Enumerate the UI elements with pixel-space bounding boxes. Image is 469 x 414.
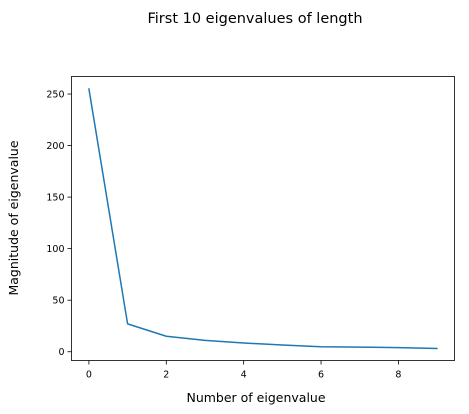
y-axis-label: Magnitude of eigenvalue [6,140,21,295]
x-tick-label: 2 [163,370,169,381]
y-tick-label: 200 [46,141,64,152]
x-axis: 0 2 4 6 8 [86,360,401,381]
x-tick-label: 0 [86,370,92,381]
x-tick-label: 8 [395,370,401,381]
y-tick-label: 100 [46,244,64,255]
series-line [88,88,438,350]
y-tick-label: 150 [46,193,64,204]
x-tick-label: 6 [318,370,324,381]
y-tick-label: 250 [46,90,64,101]
x-axis-label: Number of eigenvalue [186,390,325,405]
y-axis: 0 50 100 150 200 250 [46,90,72,358]
chart-title: First 10 eigenvalues of length [147,11,362,27]
y-tick-label: 50 [52,296,64,307]
series-layer [88,88,438,350]
plot-area [71,76,455,361]
y-tick-label: 0 [58,347,64,358]
x-tick-label: 4 [241,370,247,381]
